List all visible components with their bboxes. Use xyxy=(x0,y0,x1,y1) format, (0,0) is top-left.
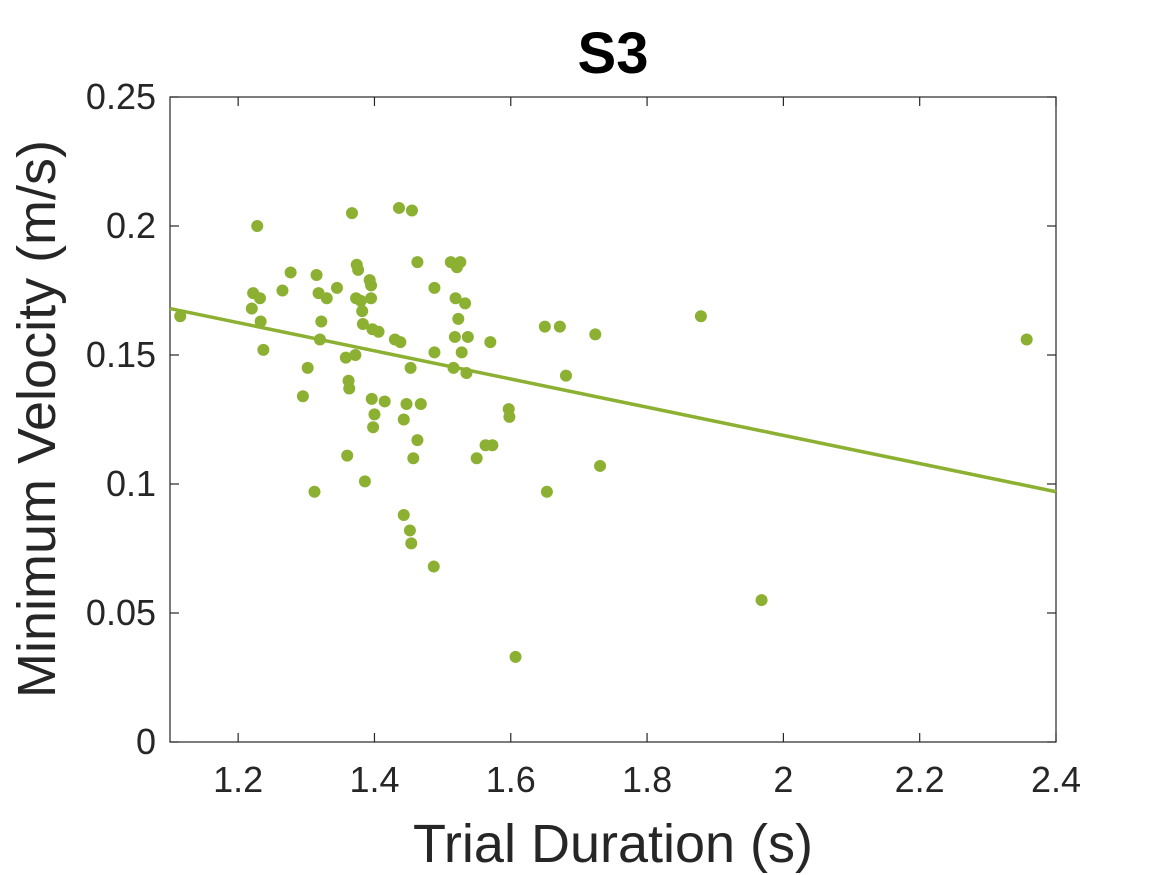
scatter-point xyxy=(538,320,551,333)
scatter-point xyxy=(553,320,566,333)
scatter-point xyxy=(428,281,441,294)
scatter-point xyxy=(276,284,289,297)
scatter-point xyxy=(503,410,516,423)
chart-title: S3 xyxy=(578,21,649,86)
scatter-point xyxy=(356,318,369,331)
y-tick-label: 0.15 xyxy=(86,334,156,375)
scatter-point xyxy=(356,305,369,318)
x-tick-label: 2.4 xyxy=(1031,759,1081,800)
y-tick-label: 0.25 xyxy=(86,76,156,117)
scatter-point xyxy=(313,333,326,346)
scatter-point xyxy=(397,508,410,521)
x-tick-label: 2 xyxy=(773,759,793,800)
scatter-point xyxy=(392,201,405,214)
x-tick-label: 2.2 xyxy=(895,759,945,800)
scatter-point xyxy=(296,390,309,403)
scatter-point xyxy=(400,398,413,411)
scatter-point xyxy=(365,392,378,405)
scatter-point xyxy=(368,408,381,421)
x-tick-label: 1.6 xyxy=(486,759,536,800)
scatter-point xyxy=(414,398,427,411)
x-tick-label: 1.2 xyxy=(213,759,263,800)
scatter-point xyxy=(509,650,522,663)
scatter-point xyxy=(460,367,473,380)
y-tick-label: 0.05 xyxy=(86,592,156,633)
scatter-point xyxy=(349,349,362,361)
scatter-point xyxy=(365,279,378,292)
scatter-point xyxy=(397,413,410,426)
scatter-point xyxy=(589,328,602,341)
x-tick-label: 1.8 xyxy=(622,759,672,800)
scatter-point xyxy=(405,537,418,550)
scatter-point xyxy=(411,256,424,269)
scatter-point xyxy=(284,266,297,279)
scatter-point xyxy=(470,452,483,465)
scatter-point xyxy=(320,292,333,305)
scatter-point xyxy=(343,382,356,395)
scatter-point xyxy=(308,485,321,498)
scatter-point xyxy=(339,351,352,364)
scatter-point xyxy=(427,560,440,573)
scatter-point xyxy=(405,204,418,217)
scatter-point xyxy=(330,281,343,294)
x-axis-label: Trial Duration (s) xyxy=(413,814,813,874)
axes-box xyxy=(169,96,1057,743)
y-tick-label: 0 xyxy=(136,721,156,762)
y-tick-label: 0.1 xyxy=(106,463,156,504)
scatter-point xyxy=(694,310,707,323)
scatter-point xyxy=(254,315,267,328)
scatter-point xyxy=(594,459,607,472)
scatter-point xyxy=(367,421,380,434)
scatter-point xyxy=(310,269,323,282)
y-tick-label: 0.2 xyxy=(106,205,156,246)
x-tick-label: 1.4 xyxy=(349,759,399,800)
scatter-point xyxy=(352,263,365,276)
scatter-point xyxy=(341,449,354,462)
scatter-point xyxy=(411,434,424,447)
scatter-point xyxy=(454,256,467,269)
scatter-point xyxy=(378,395,391,408)
scatter-point xyxy=(174,310,187,323)
scatter-point xyxy=(1020,333,1033,346)
scatter-point xyxy=(372,325,385,338)
scatter-point xyxy=(447,361,460,374)
scatter-point xyxy=(484,336,497,349)
scatter-point xyxy=(404,361,417,374)
scatter-point xyxy=(407,452,420,465)
scatter-point xyxy=(459,297,472,310)
plot-area: 1.2 1.4 1.6 1.8 2 2.2 2.4 0 0.05 0.1 0.15 0.2 0.25 xyxy=(86,76,1081,800)
scatter-point xyxy=(486,439,499,452)
scatter-point xyxy=(365,292,378,305)
scatter-point xyxy=(455,346,468,359)
scatter-point xyxy=(394,336,407,349)
scatter-point xyxy=(354,294,367,307)
scatter-point xyxy=(403,524,416,537)
scatter-point xyxy=(452,312,465,325)
scatter-point xyxy=(449,292,462,305)
scatter-point xyxy=(251,220,264,232)
scatter-point xyxy=(540,485,553,498)
scatter-point xyxy=(448,330,461,343)
scatter-point xyxy=(428,346,441,359)
scatter-point xyxy=(315,315,328,328)
y-axis-label: Minimum Velocity (m/s) xyxy=(7,140,67,698)
scatter-point xyxy=(345,207,358,220)
scatter-point xyxy=(358,475,371,488)
scatter-point xyxy=(755,594,768,607)
scatter-point xyxy=(253,292,266,305)
scatter-point xyxy=(245,302,258,315)
scatter-point xyxy=(461,330,474,343)
scatter-point xyxy=(559,369,572,382)
scatter-point xyxy=(301,361,314,374)
scatter-point xyxy=(257,343,270,356)
